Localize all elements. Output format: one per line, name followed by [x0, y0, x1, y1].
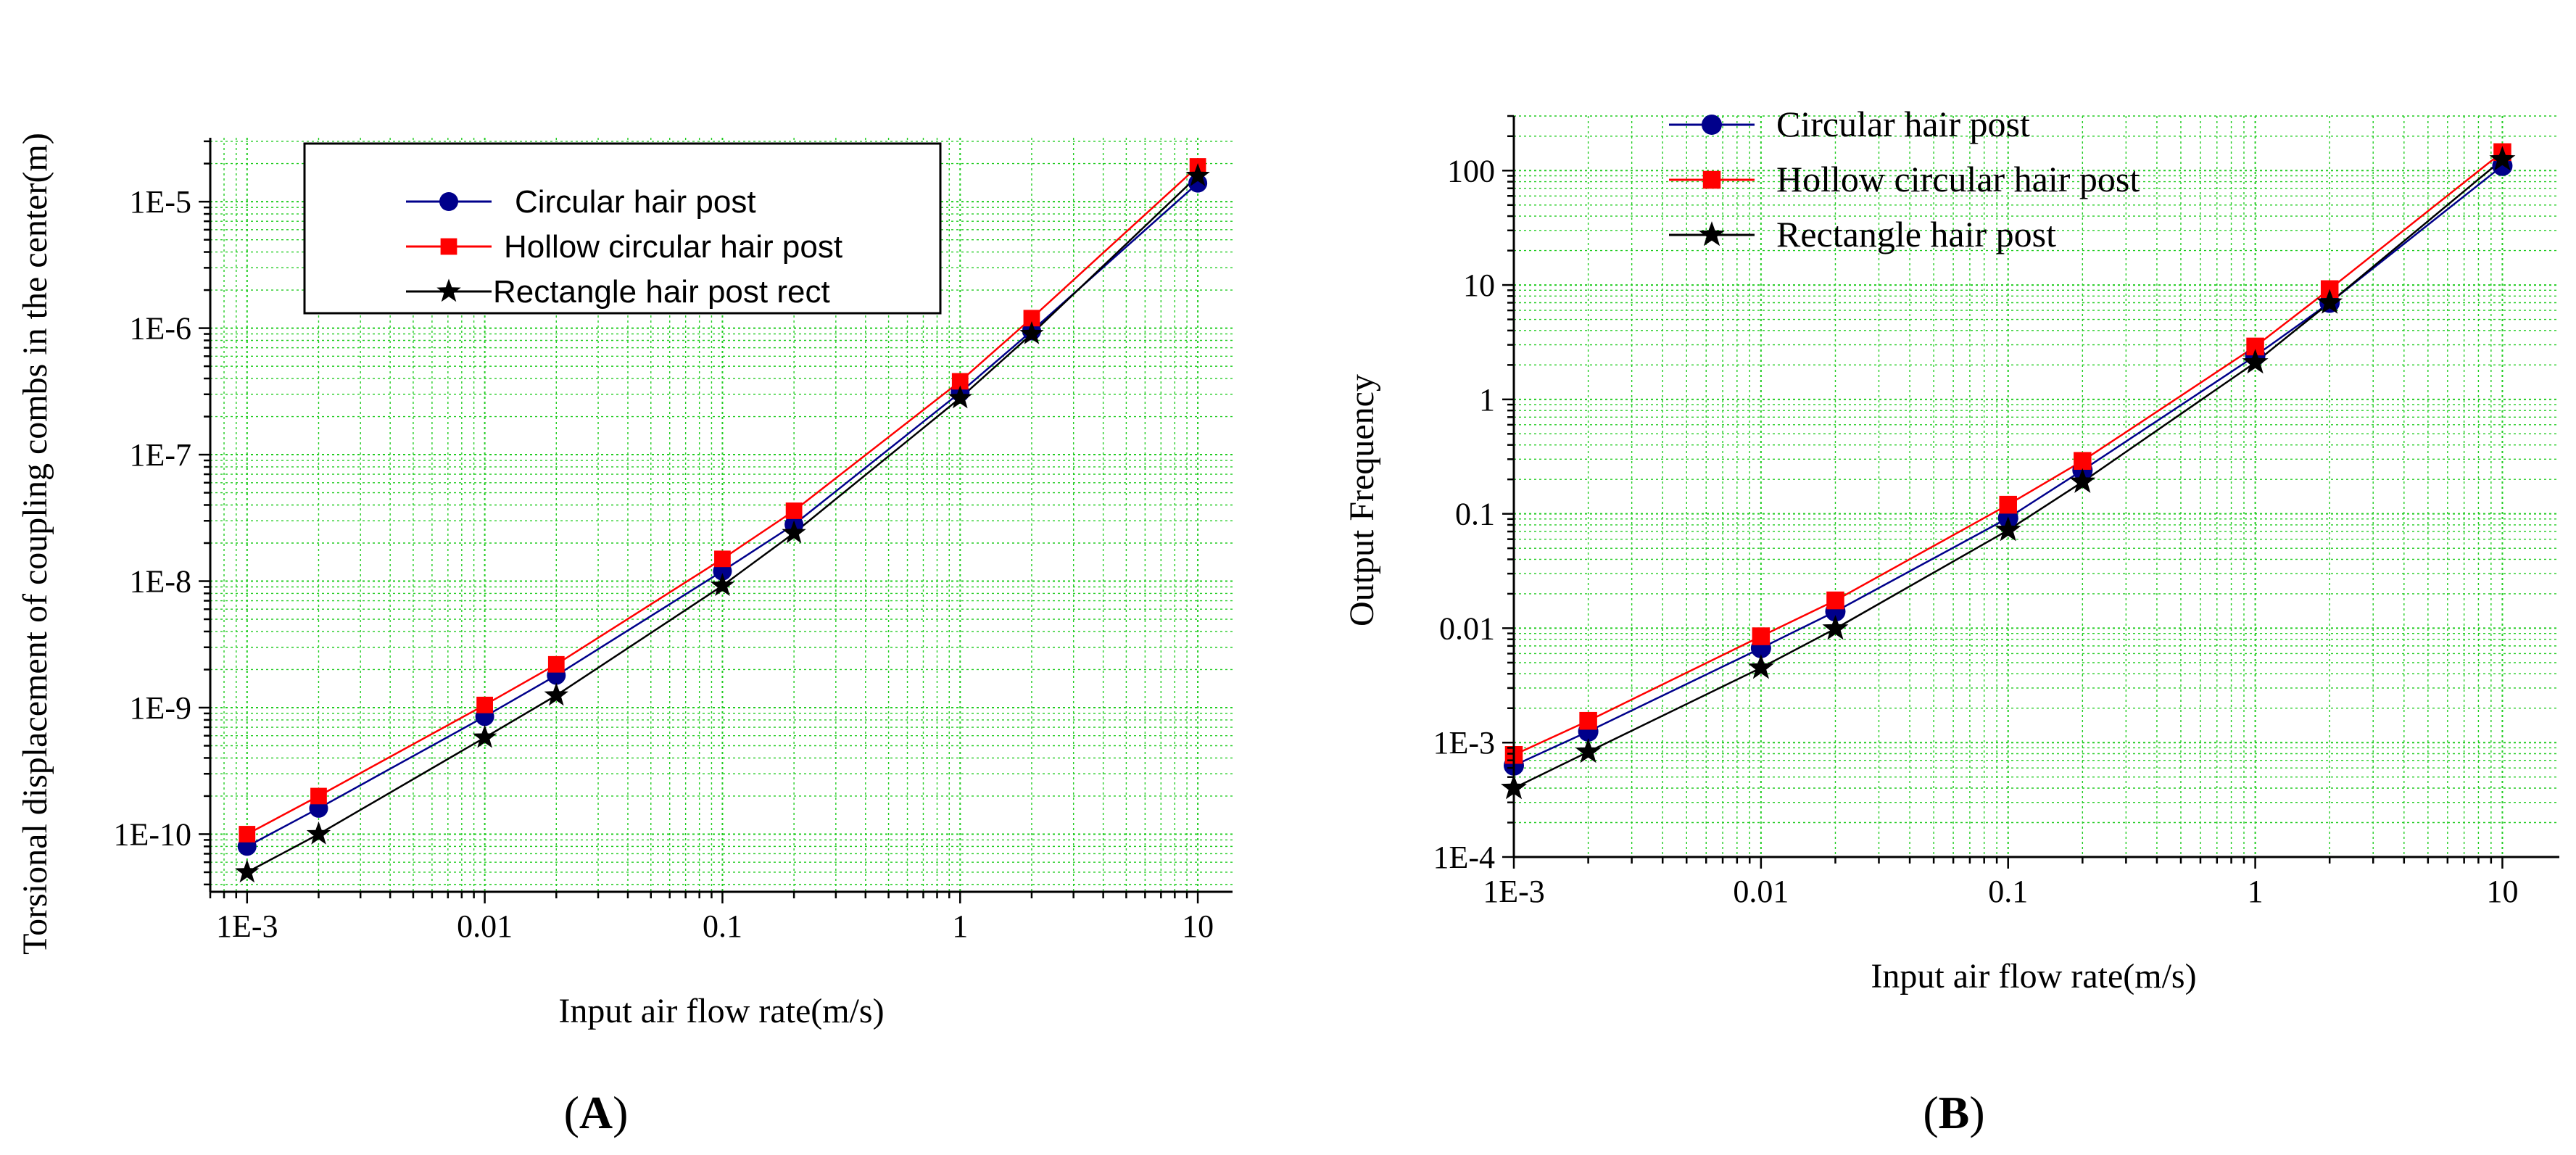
chart-b-point-rectangle: [2242, 349, 2269, 374]
chart-a-legend-box: [303, 142, 942, 315]
chart-b-point-rectangle: [1995, 516, 2021, 542]
chart-b-legend-label-circular: Circular hair post: [1776, 104, 2030, 144]
chart-a-point-rectangle: [306, 821, 331, 845]
chart-a-x-axis-label: Input air flow rate(m/s): [558, 992, 884, 1030]
chart-a-point-hollow: [951, 373, 969, 390]
chart-a-legend-label-circular: Circular hair post: [515, 184, 756, 220]
chart-b-point-rectangle: [2069, 468, 2096, 493]
chart-a-markers: [235, 158, 1210, 883]
chart-b-legend-marker-circular: [1702, 115, 1722, 135]
chart-a-panel-label: (A): [564, 1087, 629, 1138]
chart-a-point-rectangle: [544, 682, 568, 706]
chart-b-y-tick-label: 10: [1463, 268, 1495, 303]
chart-a-point-hollow: [547, 655, 565, 673]
chart-b-point-rectangle: [2489, 146, 2516, 171]
chart-a-y-tick-label: 1E-5: [129, 184, 191, 220]
chart-a-point-rectangle: [235, 859, 260, 883]
chart-a-y-tick-label: 1E-9: [129, 690, 191, 726]
chart-b-point-hollow: [1752, 627, 1771, 645]
chart-a-legend-entry-circular: Circular hair post: [406, 184, 756, 220]
chart-a-tick-labels: 1E-3 0.01 0.1 1 10 1E-10 1E-9 1E-8 1E-7 1E-6 1E-5: [113, 184, 1214, 944]
chart-a-legend-marker-circular: [439, 192, 458, 211]
chart-b-y-tick-label: 0.01: [1439, 610, 1495, 646]
chart-a-y-axis-label: Torsional displacement of coupling combs…: [16, 133, 54, 955]
chart-a-grid: [210, 138, 1233, 892]
chart-b-y-axis-label: Output Frequency: [1343, 374, 1381, 626]
chart-a-point-hollow: [239, 826, 256, 843]
chart-b-legend-label-rectangle: Rectangle hair post: [1776, 214, 2056, 254]
chart-b-legend-entry-hollow: Hollow circular hair post: [1669, 159, 2140, 199]
chart-a-point-rectangle: [948, 385, 972, 409]
chart-a-point-hollow: [476, 696, 493, 713]
chart-a-x-tick-label: 0.01: [457, 908, 513, 944]
chart-a-legend-entry-hollow: Hollow circular hair post: [406, 229, 842, 265]
chart-a-panel-letter: A: [579, 1087, 613, 1138]
chart-b-point-rectangle: [1822, 615, 1849, 640]
chart-a-legend-label-hollow: Hollow circular hair post: [504, 229, 842, 265]
chart-b-panel-letter: B: [1939, 1087, 1970, 1138]
chart-b-x-tick-label: 1: [2248, 874, 2264, 909]
chart-b-point-hollow: [1999, 495, 2017, 514]
chart-b-x-tick-label: 1E-3: [1483, 874, 1545, 909]
chart-b-legend: Circular hair post Hollow circular hair …: [1669, 104, 2140, 254]
chart-a-point-hollow: [1023, 310, 1040, 327]
chart-b-y-tick-label: 0.1: [1455, 497, 1495, 532]
chart-b-legend-entry-circular: Circular hair post: [1669, 104, 2030, 144]
chart-b-panel-label: (B): [1923, 1087, 1984, 1138]
chart-b-y-tick-label: 100: [1447, 153, 1495, 189]
chart-b-x-axis-label: Input air flow rate(m/s): [1871, 957, 2196, 995]
chart-a-point-rectangle: [472, 724, 497, 748]
chart-b-point-rectangle: [1747, 654, 1774, 679]
chart-b-point-rectangle: [1575, 738, 1602, 763]
chart-a-legend: Circular hair post Hollow circular hair …: [303, 142, 942, 315]
chart-b-legend-marker-hollow: [1702, 170, 1721, 189]
chart-a-x-tick-label: 1E-3: [216, 908, 278, 944]
chart-a-y-tick-label: 1E-6: [129, 311, 191, 347]
chart-b-legend-entry-rectangle: Rectangle hair post: [1669, 214, 2056, 254]
chart-b-x-tick-label: 10: [2486, 874, 2518, 909]
chart-a-point-rectangle: [782, 520, 806, 544]
chart-a-y-tick-label: 1E-7: [129, 437, 191, 473]
chart-a-legend-entry-rectangle: Rectangle hair post rect: [406, 274, 830, 310]
chart-b-axes: [1502, 115, 2559, 869]
chart-a-y-tick-label: 1E-8: [129, 564, 191, 600]
chart-a-x-tick-label: 10: [1182, 908, 1214, 944]
chart-a-axes: [199, 138, 1233, 903]
chart-a-legend-label-rectangle: Rectangle hair post rect: [493, 274, 830, 310]
chart-b-x-tick-label: 0.1: [1988, 874, 2028, 909]
chart-b-x-tick-label: 0.01: [1733, 874, 1789, 909]
chart-a-y-tick-label: 1E-10: [113, 816, 191, 852]
chart-b-legend-marker-rectangle: [1699, 221, 1725, 247]
chart-a-legend-marker-rectangle: [436, 278, 461, 302]
chart-a-x-tick-label: 1: [952, 908, 968, 944]
chart-b-y-tick-label: 1E-3: [1433, 725, 1495, 761]
chart-b-point-hollow: [1579, 711, 1597, 730]
chart-b-point-hollow: [2074, 452, 2092, 470]
chart-b-point-rectangle: [2316, 289, 2343, 314]
chart-a-point-hollow: [310, 787, 327, 805]
chart-a-point-rectangle: [1019, 321, 1044, 344]
chart-a-point-hollow: [714, 550, 731, 568]
chart-b-y-tick-label: 1E-4: [1433, 840, 1495, 875]
chart-a-point-rectangle: [1185, 163, 1210, 186]
chart-a: 1E-3 0.01 0.1 1 101E-101E-91E-81E-71E-61E-5 …: [16, 133, 1233, 1138]
chart-a-point-hollow: [785, 502, 803, 519]
chart-b-legend-label-hollow: Hollow circular hair post: [1776, 159, 2140, 199]
chart-a-legend-marker-hollow: [440, 238, 457, 255]
chart-b-y-tick-label: 1: [1479, 382, 1495, 418]
chart-b-point-hollow: [1826, 591, 1844, 610]
chart-a-x-tick-label: 0.1: [703, 908, 742, 944]
chart-a-point-rectangle: [710, 573, 735, 596]
